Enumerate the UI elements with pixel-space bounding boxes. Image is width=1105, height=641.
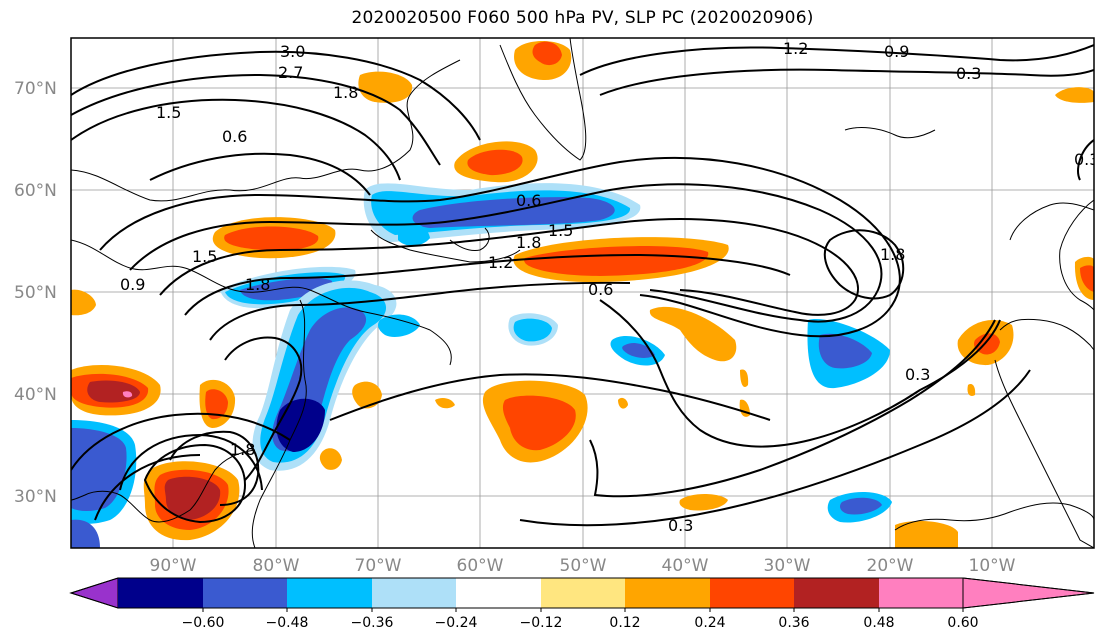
contour-label: 1.2 (783, 39, 808, 58)
lat-label: 40°N (14, 385, 57, 405)
pv-blob (358, 71, 413, 103)
pv-blob (224, 226, 319, 251)
latitude-labels: 70°N 60°N 50°N 40°N 30°N (14, 79, 57, 507)
pv-blob (122, 391, 133, 398)
contour-label: 0.6 (516, 191, 541, 210)
longitude-labels: 90°W 80°W 70°W 60°W 50°W 40°W 30°W 20°W … (150, 556, 1016, 576)
contour-label: 1.5 (156, 103, 181, 122)
lon-label: 70°W (355, 556, 402, 576)
pv-blob (649, 306, 737, 362)
pv-positive-anomalies (71, 41, 1094, 548)
pv-blob (513, 318, 552, 342)
colorbar-tick-labels: −0.60 −0.48 −0.36 −0.24 −0.12 0.12 0.24 … (182, 615, 979, 631)
pv-blob (895, 520, 958, 548)
pv-blob (502, 395, 576, 451)
lat-label: 50°N (14, 283, 57, 303)
pv-blob (740, 369, 749, 388)
lon-label: 40°W (662, 556, 709, 576)
lon-label: 80°W (253, 556, 300, 576)
colorbar-segment (794, 578, 879, 608)
colorbar-right-arrow (962, 577, 1095, 609)
contour-label: 1.8 (245, 275, 270, 294)
colorbar-tick-label: −0.48 (266, 615, 309, 631)
lon-label: 60°W (457, 556, 504, 576)
colorbar-segment (456, 578, 541, 608)
lat-label: 60°N (14, 181, 57, 201)
lon-label: 50°W (560, 556, 607, 576)
pv-blob (840, 497, 882, 515)
contour-label: 1.5 (192, 247, 217, 266)
contour-label: 1.2 (488, 253, 513, 272)
colorbar-left-arrow (69, 577, 119, 609)
lat-label: 30°N (14, 487, 57, 507)
contour-label: 1.8 (880, 245, 905, 264)
contour-labels: 1.2 0.9 0.3 3.0 2.7 1.8 1.5 0.6 1.5 1.8 … (120, 39, 1099, 535)
pv-blob (467, 149, 523, 176)
colorbar-tick-label: 0.60 (947, 615, 978, 631)
colorbar-outline (69, 577, 1095, 609)
colorbar-tick-label: −0.36 (351, 615, 394, 631)
contour-label: 0.3 (905, 365, 930, 384)
colorbar-tick-label: 0.36 (778, 615, 809, 631)
contour-label: 0.3 (956, 64, 981, 83)
lon-label: 30°W (764, 556, 811, 576)
pv-blob (679, 494, 728, 511)
pv-blob (71, 289, 96, 316)
pv-blob (1080, 265, 1094, 292)
lon-label: 20°W (867, 556, 914, 576)
colorbar-tick-label: −0.24 (435, 615, 478, 631)
contour-label: 0.3 (1074, 150, 1099, 169)
pv-blob (398, 222, 430, 246)
contour-label: 1.8 (516, 233, 541, 252)
pv-blob (71, 519, 100, 548)
contour-label: 0.3 (668, 516, 693, 535)
colorbar-tick-label: −0.12 (520, 615, 563, 631)
contour-label: 0.9 (120, 275, 145, 294)
contour-label: 0.9 (884, 42, 909, 61)
pv-blob (319, 448, 342, 470)
lon-label: 90°W (150, 556, 197, 576)
pv-blob (618, 397, 628, 409)
lat-label: 70°N (14, 79, 57, 99)
colorbar-tick-label: 0.48 (863, 615, 894, 631)
colorbar-ticks (202, 608, 964, 612)
contour-label: 1.8 (333, 83, 358, 102)
contour-label: 0.6 (222, 127, 247, 146)
colorbar-segment (541, 578, 625, 608)
pv-blob (524, 246, 709, 276)
colorbar-tick-label: 0.24 (694, 615, 725, 631)
contour-label: 2.7 (278, 63, 303, 82)
lon-label: 10°W (969, 556, 1016, 576)
colorbar-segment (287, 578, 372, 608)
pv-blob (818, 333, 872, 369)
colorbar: −0.60 −0.48 −0.36 −0.24 −0.12 0.12 0.24 … (69, 577, 1095, 631)
pv-blob (532, 41, 562, 66)
slp-contours (71, 44, 1094, 527)
pv-blob (205, 389, 228, 420)
contour-label: 0.6 (588, 280, 613, 299)
pv-blob (1055, 87, 1094, 103)
pv-blob (164, 476, 221, 520)
colorbar-segment (710, 578, 794, 608)
colorbar-segment (879, 578, 963, 608)
pv-blob (739, 399, 750, 417)
map-frame (70, 37, 1095, 549)
pv-blob (352, 381, 382, 409)
colorbar-segment (118, 578, 203, 608)
pv-blob (377, 314, 420, 337)
pv-blob (967, 384, 976, 396)
colorbar-segment (372, 578, 456, 608)
contour-label: 1.5 (548, 221, 573, 240)
colorbar-tick-label: 0.12 (609, 615, 640, 631)
colorbar-tick-label: −0.60 (182, 615, 225, 631)
colorbar-segment (203, 578, 287, 608)
colorbar-segment (625, 578, 710, 608)
pv-blob (435, 397, 455, 409)
map-title: 2020020500 F060 500 hPa PV, SLP PC (2020… (351, 8, 814, 28)
contour-label: 3.0 (280, 42, 305, 61)
contour-label: 1.8 (230, 440, 255, 459)
